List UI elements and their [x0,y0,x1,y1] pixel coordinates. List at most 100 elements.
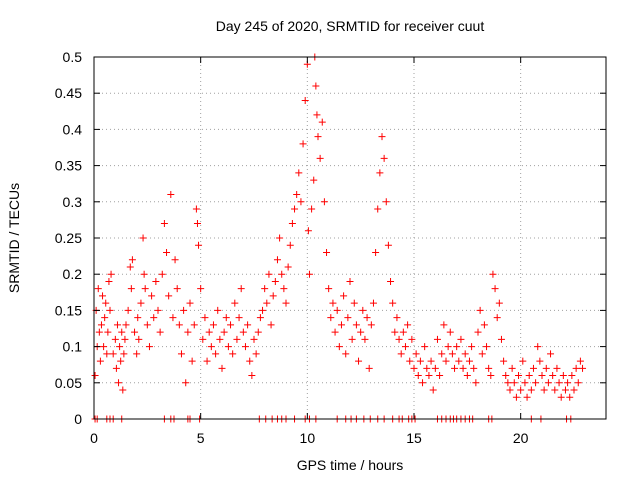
y-tick-label: 0.45 [55,85,82,101]
data-point [121,335,129,343]
data-point [508,364,516,372]
data-point [344,314,352,322]
data-point [384,241,392,249]
data-point [267,321,275,329]
data-point [540,386,548,394]
data-point [100,343,108,351]
data-point [372,248,380,256]
data-point [551,386,559,394]
data-point [254,328,262,336]
data-point [374,205,382,213]
data-point [256,314,264,322]
y-tick-label: 0.1 [63,339,83,355]
data-point [122,321,130,329]
data-point [320,198,328,206]
data-point [529,364,537,372]
data-point [112,364,120,372]
data-point [327,314,335,322]
data-point [209,321,217,329]
data-point [173,285,181,293]
data-point [111,335,119,343]
data-point [495,299,503,307]
data-point [542,364,550,372]
data-point [410,364,418,372]
data-point [143,321,151,329]
data-point [269,292,277,300]
data-point [427,357,435,365]
data-point [107,270,115,278]
data-point [570,386,578,394]
data-point [579,364,587,372]
data-point [566,393,574,401]
data-point [233,335,241,343]
data-point [271,277,279,285]
data-point [193,220,201,228]
y-axis-label: SRMTID / TECUs [6,183,22,293]
data-point [288,220,296,228]
data-point [101,314,109,322]
data-point [188,357,196,365]
data-point [127,285,135,293]
data-point [376,169,384,177]
data-point [491,285,499,293]
data-point [423,364,431,372]
data-point [576,357,584,365]
data-point [391,328,399,336]
data-point [141,285,149,293]
chart-title: Day 245 of 2020, SRMTID for receiver cuu… [216,18,485,34]
data-point [348,335,356,343]
data-point [399,328,407,336]
data-point [367,321,375,329]
data-point [278,270,286,278]
data-point [250,335,258,343]
data-point [216,335,224,343]
data-point [337,321,345,329]
data-point [180,306,188,314]
data-point [436,372,444,380]
data-point [220,328,228,336]
data-point [438,350,446,358]
data-point [120,350,128,358]
data-point [502,372,510,380]
data-point [357,328,365,336]
data-point [263,299,271,307]
data-point [515,372,523,380]
data-point [468,343,476,351]
data-point [126,263,134,271]
data-point [115,379,123,387]
data-point [177,350,185,358]
data-point [106,306,114,314]
data-point [352,321,360,329]
data-point [414,372,422,380]
data-point [521,379,529,387]
data-point [318,118,326,126]
data-point [504,379,512,387]
data-point [331,328,339,336]
data-point [470,364,478,372]
data-point [446,328,454,336]
y-axis-ticks: 0 0.05 0.1 0.15 0.2 0.25 0.3 0.35 0.4 0.45 0.5 [55,49,606,427]
data-point [429,386,437,394]
data-point [119,386,127,394]
data-point [451,364,459,372]
x-tick-label: 20 [513,430,529,446]
y-tick-label: 0.05 [55,375,82,391]
y-tick-label: 0 [74,411,82,427]
data-point [448,350,456,358]
data-point [557,393,565,401]
data-point [359,306,367,314]
data-point [199,335,207,343]
data-point [472,379,480,387]
data-point [113,321,121,329]
data-point [304,227,312,235]
data-point [544,379,552,387]
data-point [525,372,533,380]
data-point [564,379,572,387]
data-point [459,364,467,372]
data-point [197,285,205,293]
data-point [244,321,252,329]
data-point [104,328,112,336]
data-point [440,321,448,329]
data-point [227,321,235,329]
data-point [295,169,303,177]
